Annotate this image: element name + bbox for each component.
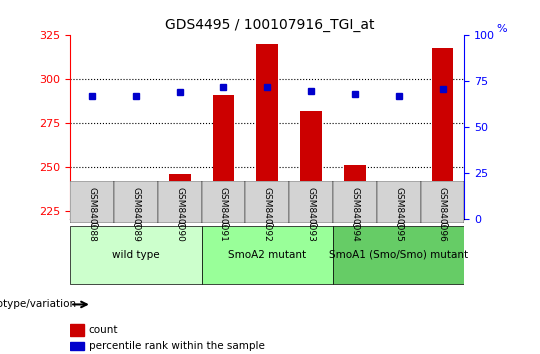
Text: GSM840091: GSM840091 bbox=[219, 221, 228, 280]
Bar bbox=[70, 324, 84, 336]
Text: GSM840088: GSM840088 bbox=[87, 187, 97, 242]
Bar bbox=[168, 174, 191, 219]
Text: GSM840089: GSM840089 bbox=[131, 187, 140, 242]
Text: GSM840095: GSM840095 bbox=[394, 187, 403, 242]
Text: GSM840091: GSM840091 bbox=[219, 187, 228, 242]
FancyBboxPatch shape bbox=[201, 181, 245, 223]
FancyBboxPatch shape bbox=[245, 181, 289, 223]
FancyBboxPatch shape bbox=[333, 181, 377, 223]
Bar bbox=[70, 342, 84, 350]
Text: GSM840094: GSM840094 bbox=[350, 187, 360, 242]
Text: SmoA2 mutant: SmoA2 mutant bbox=[228, 250, 306, 260]
FancyBboxPatch shape bbox=[377, 181, 421, 223]
FancyBboxPatch shape bbox=[70, 226, 201, 284]
Bar bbox=[256, 44, 278, 219]
FancyBboxPatch shape bbox=[114, 181, 158, 223]
Bar bbox=[300, 111, 322, 219]
Text: genotype/variation: genotype/variation bbox=[0, 299, 77, 309]
Text: GSM840096: GSM840096 bbox=[438, 187, 447, 242]
Bar bbox=[344, 165, 366, 219]
FancyBboxPatch shape bbox=[201, 226, 333, 284]
FancyBboxPatch shape bbox=[421, 181, 464, 223]
Bar bbox=[213, 95, 234, 219]
FancyBboxPatch shape bbox=[158, 181, 201, 223]
FancyBboxPatch shape bbox=[289, 181, 333, 223]
Text: GSM840092: GSM840092 bbox=[263, 187, 272, 242]
Text: GSM840092: GSM840092 bbox=[262, 221, 272, 280]
Text: GSM840094: GSM840094 bbox=[350, 221, 360, 280]
Text: GSM840090: GSM840090 bbox=[175, 187, 184, 242]
FancyBboxPatch shape bbox=[70, 181, 114, 223]
Text: count: count bbox=[89, 325, 118, 335]
Text: GDS4495 / 100107916_TGI_at: GDS4495 / 100107916_TGI_at bbox=[165, 18, 375, 32]
Text: percentile rank within the sample: percentile rank within the sample bbox=[89, 341, 265, 351]
Bar bbox=[125, 216, 147, 219]
Text: wild type: wild type bbox=[112, 250, 160, 260]
Text: GSM840093: GSM840093 bbox=[307, 187, 315, 242]
Bar bbox=[431, 48, 454, 219]
Bar bbox=[388, 183, 410, 219]
Text: GSM840088: GSM840088 bbox=[87, 221, 97, 280]
Text: SmoA1 (Smo/Smo) mutant: SmoA1 (Smo/Smo) mutant bbox=[329, 250, 468, 260]
Text: GSM840095: GSM840095 bbox=[394, 221, 404, 280]
Text: GSM840096: GSM840096 bbox=[437, 221, 448, 280]
Bar bbox=[81, 216, 103, 219]
Text: GSM840089: GSM840089 bbox=[131, 221, 141, 280]
FancyBboxPatch shape bbox=[333, 226, 464, 284]
Text: GSM840090: GSM840090 bbox=[175, 221, 185, 280]
Text: %: % bbox=[496, 24, 507, 34]
Text: GSM840093: GSM840093 bbox=[306, 221, 316, 280]
